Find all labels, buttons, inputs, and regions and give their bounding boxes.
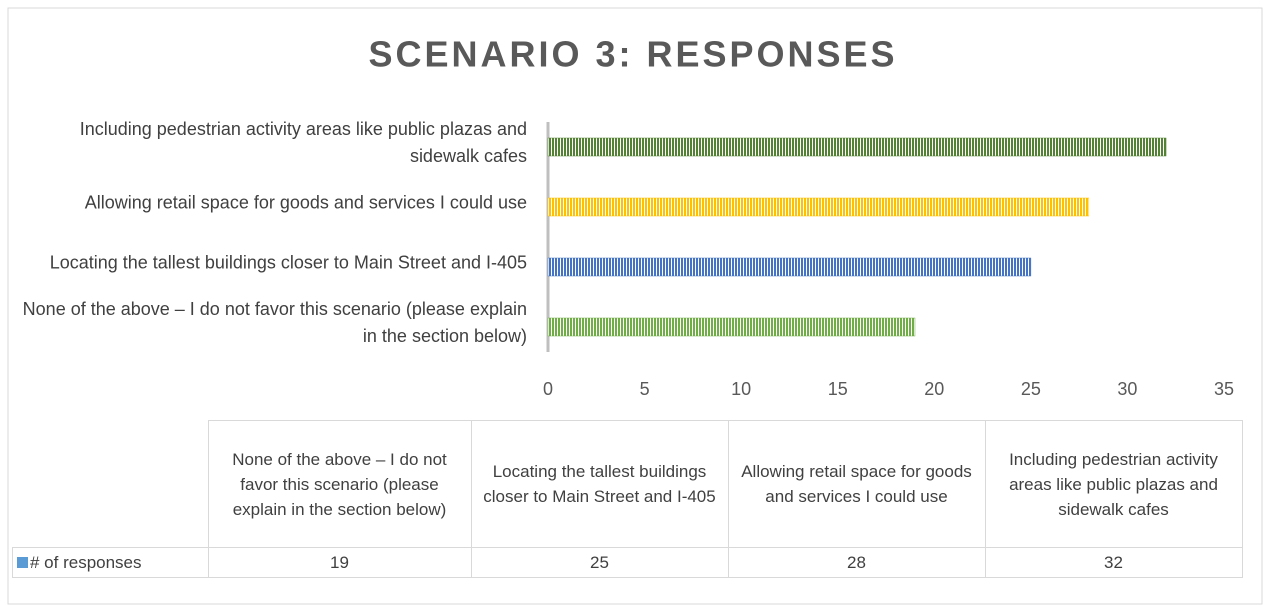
bar <box>547 137 1167 157</box>
bar <box>547 317 916 337</box>
legend-cell: # of responses <box>12 547 209 578</box>
x-tick-label: 30 <box>1117 379 1137 399</box>
table-header-cell: None of the above – I do not favor this … <box>207 420 472 548</box>
x-tick-label: 25 <box>1021 379 1041 399</box>
category-label: Including pedestrian activity areas like… <box>79 119 527 166</box>
x-tick-label: 5 <box>640 379 650 399</box>
x-tick-label: 10 <box>731 379 751 399</box>
bar <box>547 257 1032 277</box>
x-tick-label: 15 <box>828 379 848 399</box>
table-header-row: None of the above – I do not favor this … <box>13 420 1243 548</box>
x-tick-label: 35 <box>1214 379 1234 399</box>
chart-border <box>7 7 1263 605</box>
category-label: Allowing retail space for goods and serv… <box>84 192 527 213</box>
table-data-row: # of responses 19 25 28 32 <box>12 547 1243 578</box>
chart-title: SCENARIO 3: RESPONSES <box>368 34 897 75</box>
legend-label: # of responses <box>30 553 142 572</box>
table-value-cell: 32 <box>984 547 1243 578</box>
table-value-cell: 25 <box>470 547 729 578</box>
table-header-cell: Locating the tallest buildings closer to… <box>470 420 729 548</box>
table-value-cell: 28 <box>727 547 986 578</box>
data-table: None of the above – I do not favor this … <box>12 420 1243 578</box>
legend-key <box>17 557 28 568</box>
bar <box>547 197 1090 217</box>
table-value-cell: 19 <box>207 547 472 578</box>
table-header-cell: Including pedestrian activity areas like… <box>984 420 1243 548</box>
table-header-cell: Allowing retail space for goods and serv… <box>727 420 986 548</box>
table-corner <box>13 421 209 548</box>
x-tick-label: 0 <box>543 379 553 399</box>
category-label: None of the above – I do not favor this … <box>22 299 527 346</box>
category-label: Locating the tallest buildings closer to… <box>49 252 527 273</box>
x-tick-label: 20 <box>924 379 944 399</box>
